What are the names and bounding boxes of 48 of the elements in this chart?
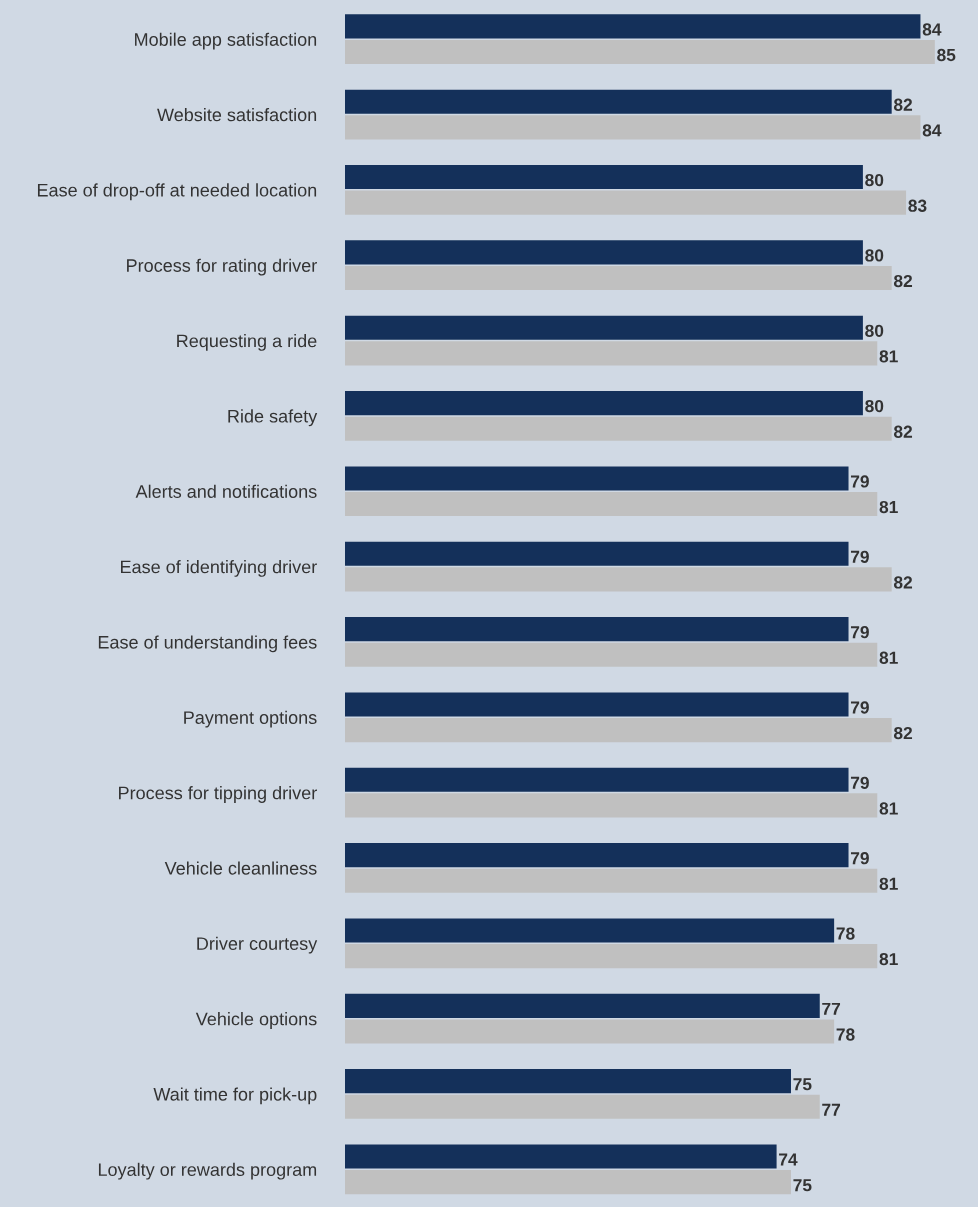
data-label: 82 (893, 576, 913, 589)
data-label: 84 (922, 124, 942, 137)
y-tick-label: Ride safety (228, 409, 318, 427)
data-label: 82 (893, 726, 913, 740)
data-label: 79 (851, 550, 869, 563)
data-label: 82 (893, 425, 913, 438)
y-tick-label: Ease of drop-off at needed location (37, 183, 317, 201)
data-label: 79 (851, 701, 869, 714)
data-label: 82 (893, 98, 913, 111)
data-label: 81 (879, 877, 898, 890)
data-label: 74 (779, 1153, 798, 1166)
data-label: 81 (879, 350, 898, 363)
data-label: 80 (865, 324, 884, 337)
data-label: 79 (851, 776, 869, 789)
data-label: 81 (879, 802, 898, 815)
data-label: 81 (879, 651, 898, 664)
data-label: 80 (865, 173, 884, 187)
data-label: 77 (822, 1103, 841, 1116)
data-label: 81 (879, 500, 898, 514)
data-label: 77 (822, 1002, 841, 1015)
data-label: 75 (793, 1078, 812, 1091)
y-tick-label: Alerts and notifications (135, 484, 317, 498)
y-tick-label: Payment options (184, 710, 317, 728)
y-tick-label: Vehicle options (195, 1012, 317, 1029)
data-label: 80 (865, 249, 884, 262)
y-tick-label: Loyalty or rewards program (98, 1162, 317, 1180)
data-label: 79 (851, 626, 869, 639)
y-tick-label: Driver courtesy (197, 936, 318, 954)
y-tick-label: Website satisfaction (157, 107, 317, 122)
data-label: 78 (836, 1028, 855, 1041)
y-tick-label: Wait time for pick-up (153, 1087, 317, 1105)
data-label: 79 (851, 852, 869, 865)
data-label: 79 (851, 475, 869, 488)
data-label: 85 (937, 48, 956, 62)
data-label: 80 (865, 399, 884, 413)
y-tick-label: Requesting a ride (177, 334, 317, 351)
y-tick-label: Ease of understanding fees (98, 635, 317, 653)
data-label: 75 (793, 1179, 812, 1192)
y-tick-label: Process for rating driver (127, 258, 317, 276)
data-label: 78 (836, 927, 855, 940)
data-label: 81 (879, 952, 898, 966)
y-tick-label: Ease of identifying driver (121, 560, 317, 577)
data-label: 82 (893, 274, 913, 288)
y-tick-label: Process for tipping driver (119, 786, 317, 803)
y-tick-label: Mobile app satisfaction (135, 32, 317, 50)
y-tick-label: Vehicle cleanliness (164, 861, 317, 875)
data-label: 84 (922, 23, 942, 36)
data-label: 83 (908, 199, 927, 212)
